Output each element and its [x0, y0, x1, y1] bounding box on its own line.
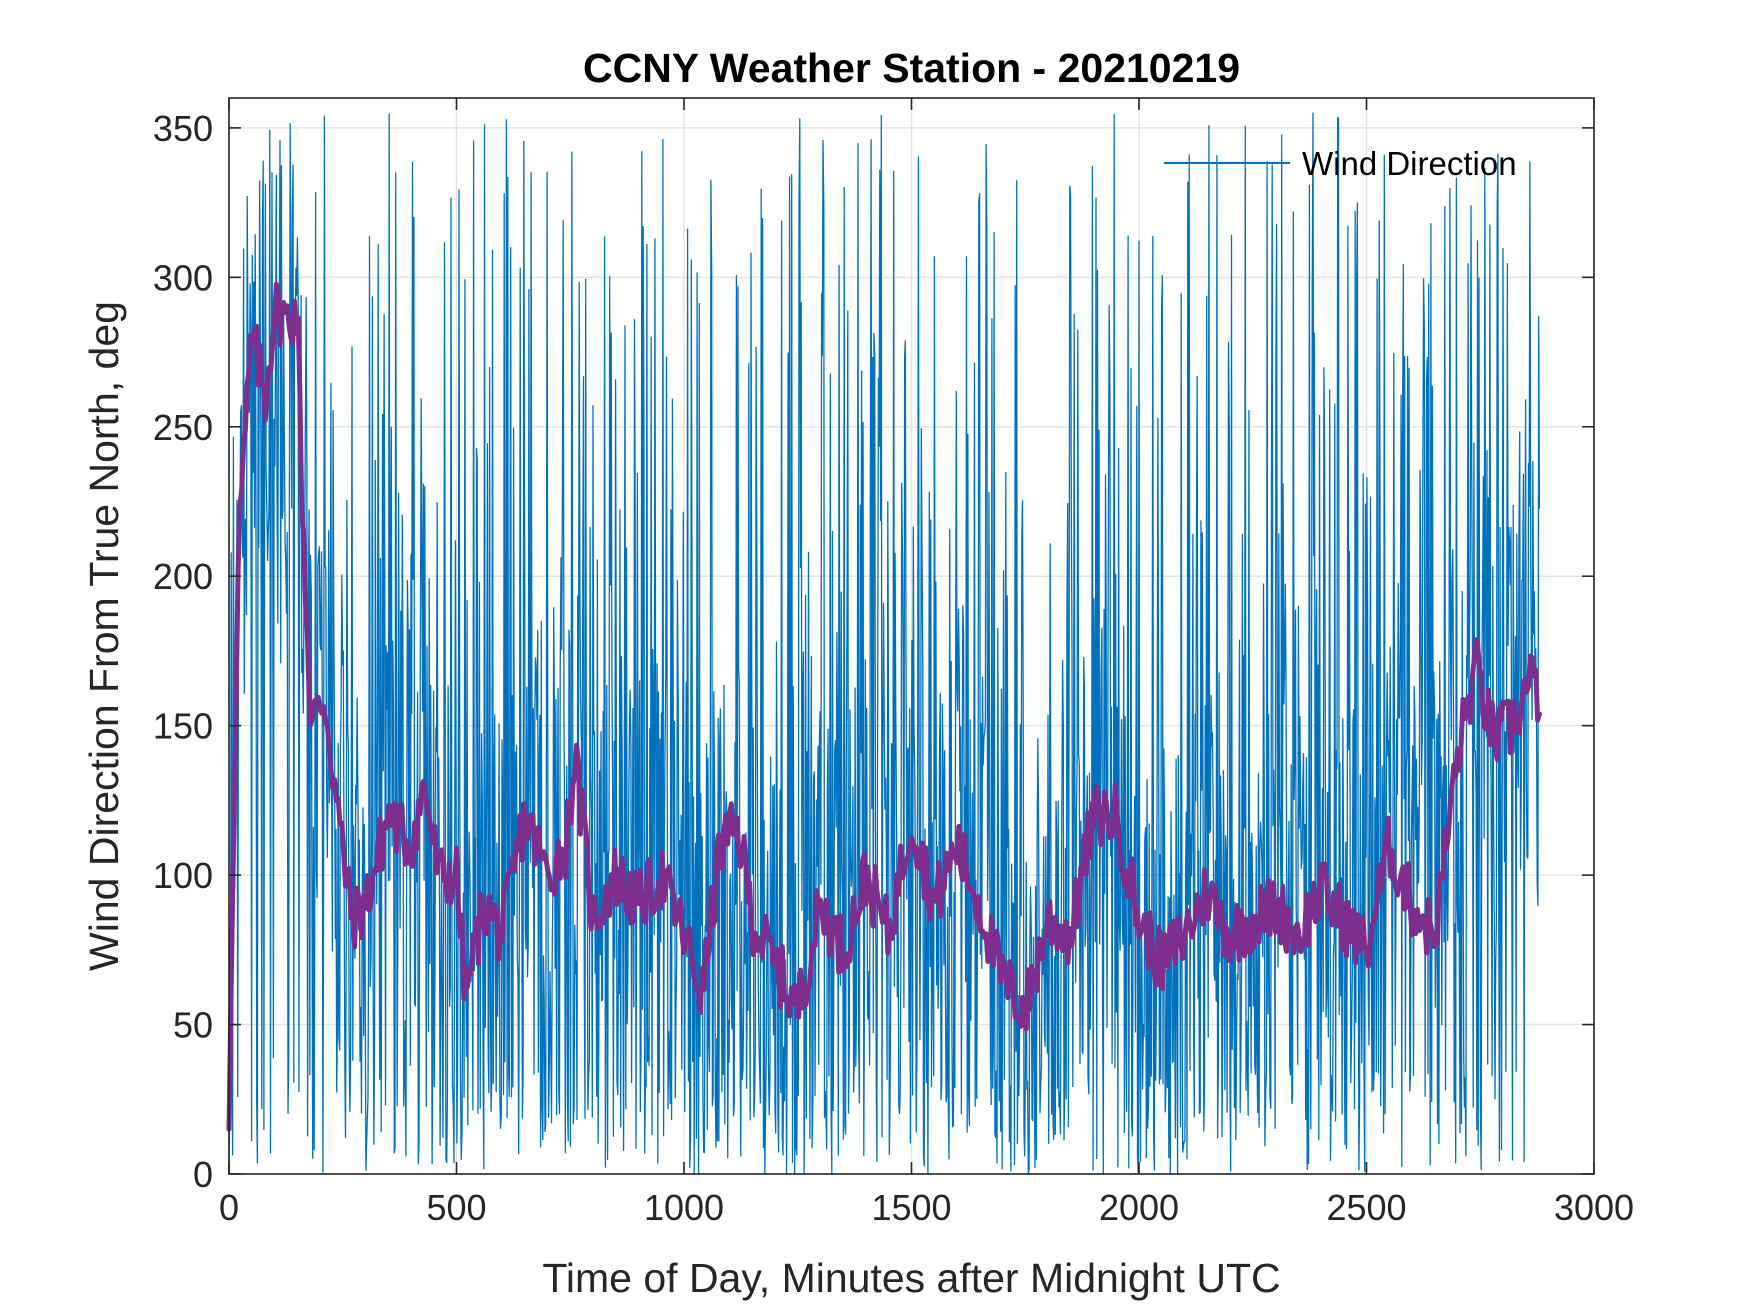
x-tick-label: 1000: [644, 1187, 724, 1228]
x-tick-label: 1500: [871, 1187, 951, 1228]
chart-title: CCNY Weather Station - 20210219: [583, 45, 1240, 91]
series-layer: [226, 112, 1542, 1175]
y-tick-label: 200: [153, 556, 213, 597]
y-axis-label: Wind Direction From True North, deg: [81, 301, 127, 971]
y-tick-label: 250: [153, 407, 213, 448]
y-tick-label: 0: [193, 1154, 213, 1195]
series-line-running-mean: [226, 281, 1542, 1132]
y-tick-label: 50: [173, 1005, 213, 1046]
x-tick-label: 2000: [1099, 1187, 1179, 1228]
x-tick-label: 2500: [1326, 1187, 1406, 1228]
series-line-wind-direction: [228, 112, 1541, 1175]
legend-label-wind-direction: Wind Direction: [1302, 145, 1517, 182]
y-tick-label: 300: [153, 257, 213, 298]
axis-ticks: 0 500 1000 1500 2000 2500 3000 0 50 100 150 200 250 3…: [153, 98, 1634, 1228]
x-tick-label: 500: [426, 1187, 486, 1228]
x-tick-label: 0: [219, 1187, 239, 1228]
x-axis-label: Time of Day, Minutes after Midnight UTC: [542, 1255, 1280, 1301]
x-tick-label: 3000: [1554, 1187, 1634, 1228]
y-tick-label: 100: [153, 855, 213, 896]
legend: Wind Direction: [1164, 145, 1517, 182]
y-tick-label: 150: [153, 706, 213, 747]
y-tick-label: 350: [153, 108, 213, 149]
